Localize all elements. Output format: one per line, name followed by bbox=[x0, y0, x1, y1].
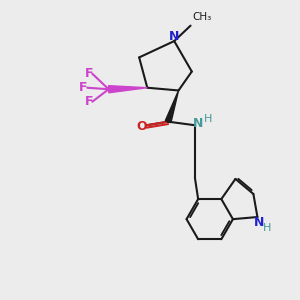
Text: N: N bbox=[254, 216, 264, 229]
Text: CH₃: CH₃ bbox=[192, 12, 211, 22]
Text: O: O bbox=[136, 120, 147, 133]
Text: N: N bbox=[193, 117, 204, 130]
Polygon shape bbox=[109, 85, 147, 93]
Text: H: H bbox=[263, 223, 271, 233]
Text: F: F bbox=[79, 81, 87, 94]
Text: F: F bbox=[85, 95, 93, 108]
Text: F: F bbox=[85, 67, 93, 80]
Text: H: H bbox=[204, 114, 212, 124]
Polygon shape bbox=[165, 91, 178, 123]
Text: N: N bbox=[169, 30, 179, 43]
